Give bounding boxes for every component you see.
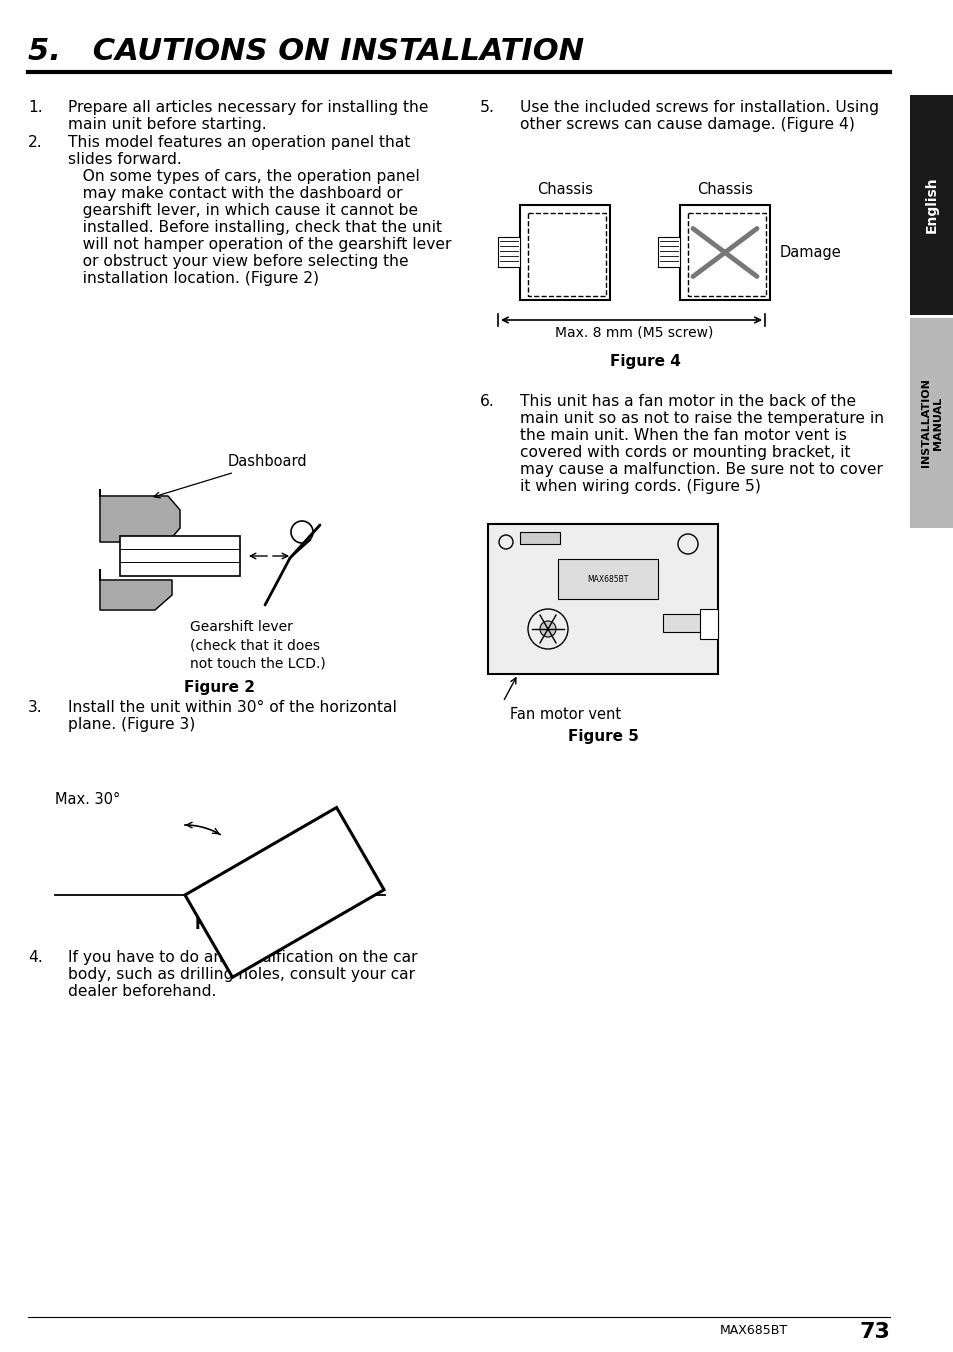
Text: 3.: 3.	[28, 700, 43, 715]
Text: 4.: 4.	[28, 950, 43, 965]
Text: may cause a malfunction. Be sure not to cover: may cause a malfunction. Be sure not to …	[519, 462, 882, 477]
Text: If you have to do any modification on the car: If you have to do any modification on th…	[68, 950, 417, 965]
Text: Chassis: Chassis	[537, 183, 593, 197]
Text: it when wiring cords. (Figure 5): it when wiring cords. (Figure 5)	[519, 479, 760, 493]
Text: installed. Before installing, check that the unit: installed. Before installing, check that…	[68, 220, 441, 235]
Text: Use the included screws for installation. Using: Use the included screws for installation…	[519, 100, 878, 115]
Text: installation location. (Figure 2): installation location. (Figure 2)	[68, 270, 318, 287]
Bar	[519, 206, 609, 300]
Text: MAX685BT: MAX685BT	[587, 575, 628, 584]
Bar	[527, 214, 605, 296]
Polygon shape	[100, 571, 172, 610]
Text: main unit before starting.: main unit before starting.	[68, 118, 266, 132]
Text: slides forward.: slides forward.	[68, 151, 182, 168]
Bar	[658, 237, 679, 266]
Text: Max. 30°: Max. 30°	[55, 792, 120, 807]
Text: This unit has a fan motor in the back of the: This unit has a fan motor in the back of…	[519, 393, 855, 410]
Text: may make contact with the dashboard or: may make contact with the dashboard or	[68, 187, 402, 201]
Text: Chassis: Chassis	[697, 183, 752, 197]
Text: On some types of cars, the operation panel: On some types of cars, the operation pan…	[68, 169, 419, 184]
Text: or obstruct your view before selecting the: or obstruct your view before selecting t…	[68, 254, 408, 269]
Text: plane. (Figure 3): plane. (Figure 3)	[68, 717, 195, 731]
Text: Figure 5: Figure 5	[567, 729, 638, 744]
Text: Figure 2: Figure 2	[184, 680, 255, 695]
Bar	[687, 214, 765, 296]
Bar	[662, 614, 702, 631]
Text: Max. 8 mm (M5 screw): Max. 8 mm (M5 screw)	[555, 326, 713, 339]
Bar	[120, 535, 240, 576]
Text: 5.   CAUTIONS ON INSTALLATION: 5. CAUTIONS ON INSTALLATION	[28, 38, 583, 66]
Bar	[909, 95, 953, 315]
Text: This model features an operation panel that: This model features an operation panel t…	[68, 135, 410, 150]
Text: 2.: 2.	[28, 135, 43, 150]
Bar	[700, 608, 718, 639]
Text: Figure 4: Figure 4	[609, 354, 679, 369]
Circle shape	[539, 621, 556, 637]
Text: 1.: 1.	[28, 100, 43, 115]
Polygon shape	[100, 489, 180, 542]
Text: 6.: 6.	[479, 393, 495, 410]
Bar	[488, 525, 718, 675]
Text: the main unit. When the fan motor vent is: the main unit. When the fan motor vent i…	[519, 429, 846, 443]
Bar	[497, 237, 519, 266]
Text: Install the unit within 30° of the horizontal: Install the unit within 30° of the horiz…	[68, 700, 396, 715]
Text: Damage: Damage	[780, 245, 841, 260]
Text: dealer beforehand.: dealer beforehand.	[68, 984, 216, 999]
Bar	[909, 318, 953, 529]
Text: other screws can cause damage. (Figure 4): other screws can cause damage. (Figure 4…	[519, 118, 854, 132]
Text: Figure 3: Figure 3	[194, 917, 265, 932]
Text: Gearshift lever
(check that it does
not touch the LCD.): Gearshift lever (check that it does not …	[190, 621, 325, 671]
Text: INSTALLATION
MANUAL: INSTALLATION MANUAL	[921, 379, 942, 468]
Text: gearshift lever, in which cause it cannot be: gearshift lever, in which cause it canno…	[68, 203, 417, 218]
Text: MAX685BT: MAX685BT	[720, 1324, 787, 1337]
Text: Prepare all articles necessary for installing the: Prepare all articles necessary for insta…	[68, 100, 428, 115]
Text: covered with cords or mounting bracket, it: covered with cords or mounting bracket, …	[519, 445, 850, 460]
Bar	[519, 531, 559, 544]
Text: 73: 73	[859, 1322, 889, 1343]
Text: Dashboard: Dashboard	[153, 454, 307, 498]
Text: main unit so as not to raise the temperature in: main unit so as not to raise the tempera…	[519, 411, 883, 426]
Text: Fan motor vent: Fan motor vent	[510, 707, 620, 722]
Text: will not hamper operation of the gearshift lever: will not hamper operation of the gearshi…	[68, 237, 451, 251]
Text: body, such as drilling holes, consult your car: body, such as drilling holes, consult yo…	[68, 967, 415, 982]
Text: 5.: 5.	[479, 100, 495, 115]
Bar	[558, 558, 658, 599]
Bar	[679, 206, 769, 300]
Text: English: English	[924, 177, 938, 234]
Polygon shape	[185, 807, 384, 977]
